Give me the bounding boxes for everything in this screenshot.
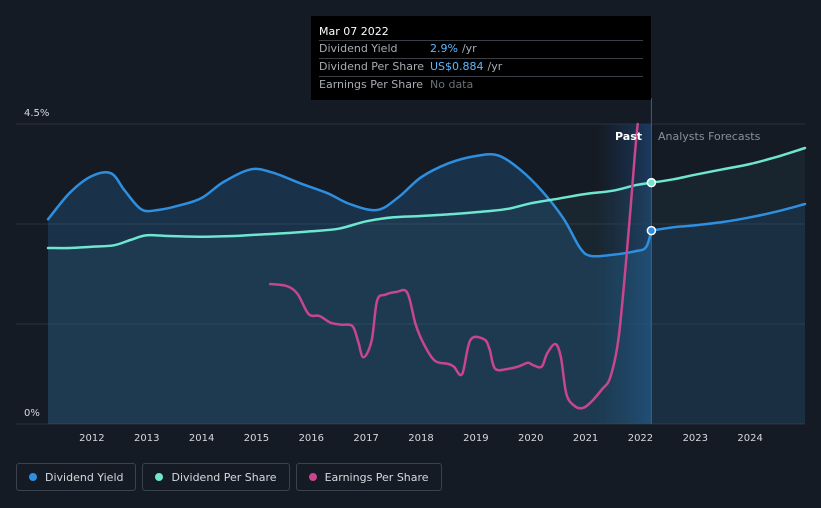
data-point-marker [646, 225, 657, 236]
data-point-marker [646, 177, 657, 188]
x-tick-label: 2024 [737, 433, 762, 444]
forecast-label: Analysts Forecasts [658, 130, 761, 143]
x-tick-label: 2013 [134, 433, 159, 444]
x-tick-label: 2020 [518, 433, 543, 444]
legend-dot-icon [155, 473, 164, 481]
x-tick-label: 2015 [244, 433, 269, 444]
legend-item-dividend-yield[interactable]: Dividend Yield [16, 463, 137, 491]
tooltip-label: Dividend Yield [319, 42, 398, 55]
tooltip-date: Mar 07 2022 [319, 25, 389, 38]
tooltip-row-dividend-yield: Dividend Yield 2.9% /yr [319, 40, 643, 58]
legend: Dividend Yield Dividend Per Share Earnin… [16, 463, 442, 491]
tooltip-value: 2.9% [430, 42, 458, 55]
tooltip-value: No data [430, 78, 474, 91]
tooltip-value: US$0.884 [430, 60, 484, 73]
x-tick-label: 2019 [463, 433, 488, 444]
legend-label: Earnings Per Share [324, 470, 429, 484]
series-line-dividend-per-share [46, 181, 653, 250]
tooltip-label: Dividend Per Share [319, 60, 425, 73]
dividend-yield-area [48, 154, 652, 424]
tooltip-row-dividend-per-share: Dividend Per Share US$0.884 /yr [319, 58, 643, 76]
dividend-per-share-area [48, 182, 652, 424]
legend-item-earnings-per-share[interactable]: Earnings Per Share [295, 463, 442, 491]
tooltip-unit: /yr [461, 42, 477, 55]
x-tick-label: 2022 [628, 433, 653, 444]
legend-dot-icon [308, 473, 317, 481]
tooltip: Mar 07 2022 Dividend Yield 2.9% /yr Divi… [311, 16, 651, 100]
y-tick-label: 4.5% [24, 108, 49, 119]
dividend-per-share-forecast-area [651, 148, 805, 424]
x-tick-label: 2017 [353, 433, 378, 444]
x-tick-label: 2012 [79, 433, 104, 444]
legend-dot-icon [29, 473, 37, 481]
x-tick-label: 2023 [683, 433, 708, 444]
x-tick-label: 2016 [299, 433, 324, 444]
legend-label: Dividend Per Share [171, 470, 277, 484]
x-tick-label: 2018 [408, 433, 433, 444]
legend-item-dividend-per-share[interactable]: Dividend Per Share [142, 463, 290, 491]
series-line-dividend-per-share-forecast [650, 146, 807, 184]
past-label: Past [615, 130, 642, 143]
tooltip-unit: /yr [487, 60, 503, 73]
series-line-dividend-yield-forecast [650, 202, 807, 232]
dividend-yield-forecast-area [651, 204, 805, 424]
series-line-earnings-per-share [268, 122, 639, 410]
y-tick-label: 0% [24, 408, 40, 419]
tooltip-row-earnings-per-share: Earnings Per Share No data [319, 76, 643, 94]
tooltip-label: Earnings Per Share [319, 78, 424, 91]
legend-label: Dividend Yield [45, 470, 124, 484]
series-line-dividend-yield [46, 152, 653, 258]
x-tick-label: 2014 [189, 433, 214, 444]
x-tick-label: 2021 [573, 433, 598, 444]
